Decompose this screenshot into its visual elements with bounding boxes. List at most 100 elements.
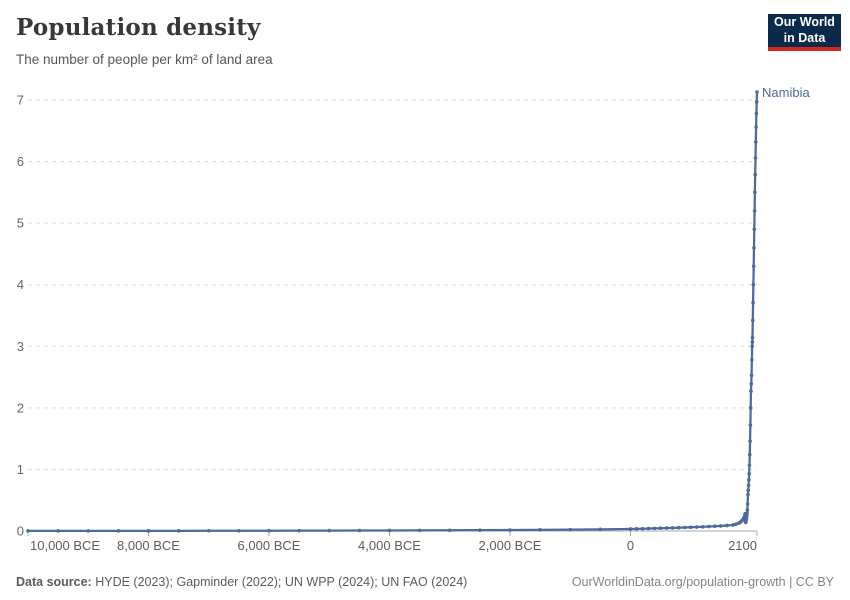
data-point — [748, 423, 753, 427]
data-point — [746, 488, 751, 493]
data-point — [713, 524, 717, 528]
data-point — [568, 527, 573, 532]
data-point — [751, 264, 756, 269]
data-point — [752, 245, 756, 250]
data-point — [357, 528, 362, 533]
data-source-value: HYDE (2023); Gapminder (2022); UN WPP (2… — [91, 575, 468, 589]
data-point — [688, 525, 693, 530]
y-tick-label: 6 — [17, 154, 24, 169]
x-tick-label: 0 — [627, 538, 634, 553]
data-point — [267, 528, 271, 533]
data-point — [746, 483, 751, 488]
chart-footer: Data source: HYDE (2023); Gapminder (202… — [16, 575, 834, 589]
data-point — [237, 528, 241, 533]
data-point — [387, 528, 392, 533]
x-tick-label: 8,000 BCE — [117, 538, 180, 553]
x-tick-label: 6,000 BCE — [238, 538, 301, 553]
y-tick-label: 7 — [17, 93, 24, 108]
data-point — [508, 528, 512, 532]
page-title: Population density — [16, 14, 261, 41]
x-tick-label: 4,000 BCE — [358, 538, 421, 553]
data-point — [750, 335, 755, 340]
data-point — [478, 528, 482, 532]
data-point — [116, 529, 121, 533]
data-point — [752, 227, 757, 232]
data-point — [538, 528, 542, 532]
data-source-label: Data source: — [16, 575, 92, 589]
data-point — [725, 523, 729, 528]
owid-logo-line2: in Data — [783, 30, 826, 45]
x-tick-label: 10,000 BCE — [30, 538, 100, 553]
data-point — [750, 358, 754, 362]
data-point — [754, 111, 759, 116]
data-point — [652, 526, 657, 531]
series-label-namibia: Namibia — [762, 85, 810, 100]
x-tick-label: 2,000 BCE — [479, 538, 542, 553]
data-source-note: Data source: HYDE (2023); Gapminder (202… — [16, 575, 467, 589]
data-point — [670, 526, 675, 530]
data-point — [747, 463, 752, 467]
data-point — [752, 209, 757, 213]
data-point — [707, 524, 711, 529]
data-point — [700, 525, 705, 529]
y-tick-label: 1 — [17, 462, 24, 477]
data-point — [664, 526, 669, 530]
data-point — [753, 156, 758, 160]
namibia-line — [26, 90, 759, 533]
data-point — [598, 527, 603, 532]
data-point — [646, 526, 651, 531]
data-point — [417, 528, 422, 533]
data-point — [749, 389, 753, 394]
data-point — [745, 508, 750, 512]
data-point — [56, 529, 60, 533]
data-point — [628, 527, 633, 531]
data-point — [745, 502, 750, 506]
owid-logo-line1: Our World — [774, 15, 835, 30]
data-point — [206, 528, 211, 533]
data-point — [745, 511, 749, 515]
data-point — [748, 439, 752, 443]
data-point — [682, 525, 687, 530]
data-point — [747, 452, 752, 457]
data-point — [734, 522, 738, 527]
data-point — [754, 125, 758, 129]
data-point — [640, 526, 645, 531]
data-point — [731, 523, 735, 527]
data-point — [753, 140, 758, 144]
data-point — [755, 90, 759, 94]
data-point — [634, 527, 639, 531]
y-tick-label: 4 — [17, 277, 24, 292]
data-point — [297, 528, 301, 533]
data-point — [719, 524, 723, 528]
data-point — [751, 282, 756, 287]
data-point — [750, 344, 754, 349]
data-point — [749, 382, 754, 386]
data-point — [753, 190, 757, 195]
data-point — [676, 525, 681, 530]
data-point — [751, 300, 755, 305]
data-point — [26, 529, 30, 533]
data-point — [747, 478, 751, 482]
owid-link[interactable]: OurWorldinData.org/population-growth | C… — [571, 575, 834, 589]
data-point — [747, 471, 751, 476]
data-point — [746, 492, 750, 497]
data-point — [327, 528, 332, 533]
data-point — [754, 100, 759, 104]
data-point — [748, 406, 753, 410]
data-point — [176, 529, 181, 533]
data-point — [146, 529, 151, 533]
y-tick-label: 0 — [17, 524, 24, 539]
data-point — [447, 528, 452, 533]
x-tick-label: 2100 — [728, 538, 757, 553]
owid-logo: Our World in Data — [768, 14, 841, 51]
data-point — [694, 525, 699, 529]
data-point — [753, 172, 757, 177]
chart-subtitle: The number of people per km² of land are… — [16, 52, 273, 67]
y-tick-label: 5 — [17, 216, 24, 231]
y-tick-label: 3 — [17, 339, 24, 354]
data-point — [750, 340, 755, 344]
data-point — [749, 373, 754, 378]
data-point — [658, 526, 663, 531]
